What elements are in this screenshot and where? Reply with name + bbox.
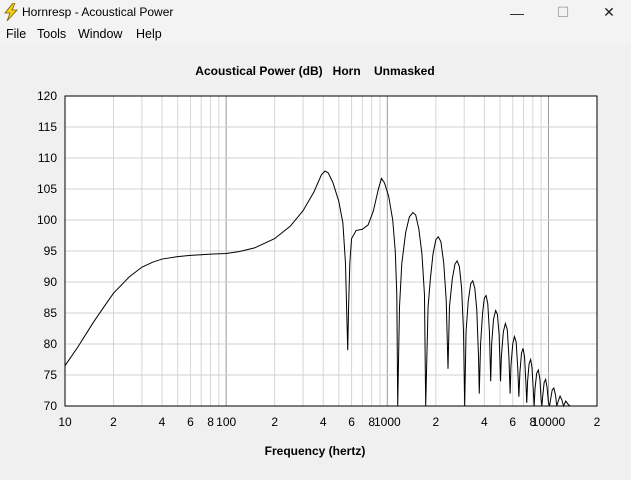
x-tick-label: 6 xyxy=(509,415,516,429)
x-tick-label: 8 xyxy=(368,415,375,429)
chart-title: Acoustical Power (dB) Horn Unmasked xyxy=(195,64,434,78)
y-tick-label: 80 xyxy=(44,337,58,351)
y-tick-label: 115 xyxy=(38,120,57,134)
x-tick-label: 4 xyxy=(481,415,488,429)
y-tick-label: 75 xyxy=(44,368,58,382)
y-tick-label: 95 xyxy=(44,244,58,258)
y-tick-label: 70 xyxy=(44,399,58,413)
x-tick-label: 2 xyxy=(110,415,117,429)
menu-bar: File Tools Window Help xyxy=(0,25,631,44)
x-tick-label: 8 xyxy=(207,415,214,429)
window-title: Hornresp - Acoustical Power xyxy=(22,5,174,19)
close-button[interactable]: ✕ xyxy=(603,4,615,20)
menu-window[interactable]: Window xyxy=(78,27,123,41)
plot-frame xyxy=(64,95,598,407)
chart-area: Acoustical Power (dB) Horn Unmasked 70 75… xyxy=(0,44,631,475)
y-tick-label: 100 xyxy=(37,213,57,227)
x-tick-label: 1000 xyxy=(374,415,401,429)
x-axis-label: Frequency (hertz) xyxy=(265,444,366,458)
y-tick-label: 85 xyxy=(44,306,58,320)
power-response-line xyxy=(64,170,573,408)
x-tick-label: 10 xyxy=(58,415,72,429)
y-tick-label: 105 xyxy=(37,182,57,196)
menu-tools[interactable]: Tools xyxy=(37,27,67,41)
x-tick-label: 100 xyxy=(216,415,236,429)
x-tick-label: 4 xyxy=(159,415,166,429)
y-tick-label: 90 xyxy=(44,275,58,289)
menu-file[interactable]: File xyxy=(6,27,27,41)
x-tick-label: 10000 xyxy=(532,415,566,429)
x-tick-label: 2 xyxy=(432,415,439,429)
y-tick-label: 120 xyxy=(37,89,57,103)
x-tick-label: 6 xyxy=(187,415,194,429)
lightning-app-icon xyxy=(4,3,18,21)
x-tick-label: 6 xyxy=(348,415,355,429)
x-tick-label: 4 xyxy=(320,415,327,429)
menu-help[interactable]: Help xyxy=(136,27,162,41)
acoustical-power-chart: Acoustical Power (dB) Horn Unmasked 70 75… xyxy=(37,64,601,458)
x-tick-label: 8 xyxy=(530,415,537,429)
title-bar: Hornresp - Acoustical Power — ☐ ✕ xyxy=(0,0,631,25)
y-tick-label: 110 xyxy=(38,151,57,165)
minimize-button[interactable]: — xyxy=(510,4,524,21)
x-tick-label: 2 xyxy=(271,415,278,429)
x-tick-label: 2 xyxy=(594,415,601,429)
y-axis: 70 75 80 85 90 95 100 105 110 115 120 xyxy=(37,89,57,413)
maximize-button[interactable]: ☐ xyxy=(556,4,570,20)
